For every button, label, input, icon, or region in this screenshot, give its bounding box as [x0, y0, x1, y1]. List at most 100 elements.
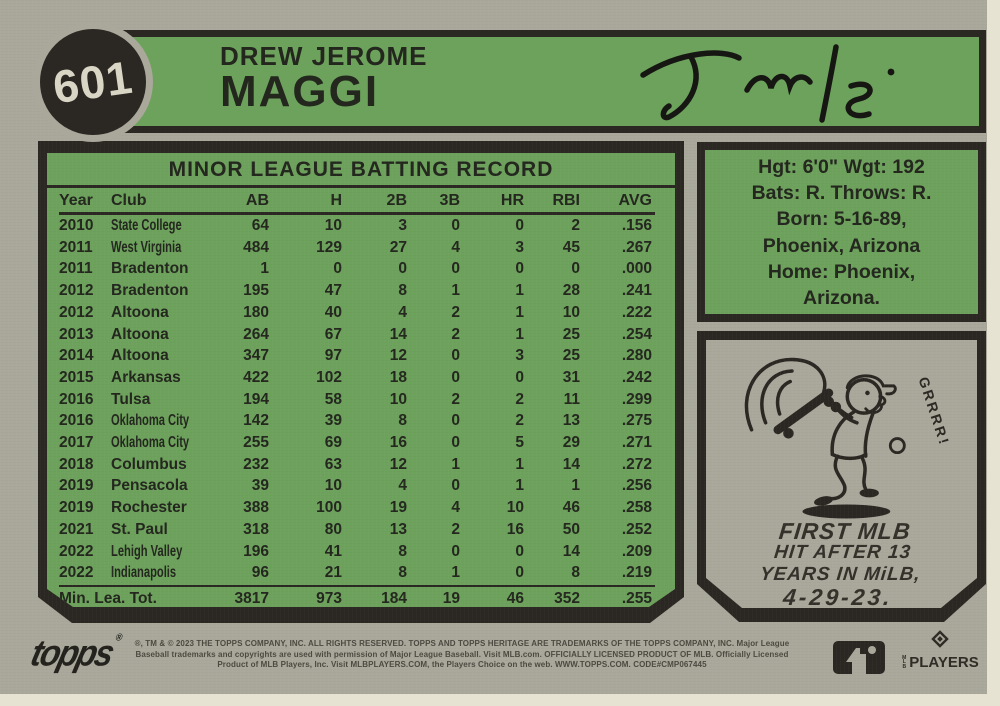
table-cell: 64: [251, 217, 269, 234]
table-row: 2019 Pensacola 39 10 4 0 1 1 .256: [59, 475, 655, 497]
bio-line-birthplace: Phoenix, Arizona: [762, 234, 921, 257]
table-cell: .252: [621, 520, 652, 538]
table-cell: 100: [316, 499, 342, 517]
table-cell: AVG: [618, 192, 652, 209]
table-row: 2017 Oklahoma City 255 69 16 0 5 29 .271: [59, 432, 655, 454]
signature-dot: [887, 68, 895, 76]
table-cell: 2015: [59, 368, 94, 386]
topps-logo-text: topps: [26, 631, 118, 674]
table-row: 2015 Arkansas 422 102 18 0 0 31 .242: [59, 367, 655, 389]
table-cell: .271: [621, 434, 652, 452]
table-cell: 2012: [59, 282, 94, 300]
table-cell: 0: [515, 542, 524, 560]
table-cell: Altoona: [111, 325, 169, 343]
player-last-name: MAGGI: [220, 67, 380, 116]
table-cell: 39: [324, 412, 342, 430]
table-cell: .242: [621, 368, 652, 386]
caption-line: HIT AFTER 13: [773, 542, 913, 563]
table-cell: Lehigh Valley: [111, 542, 183, 560]
table-cell: 232: [243, 455, 269, 473]
table-cell: 8: [398, 282, 407, 300]
table-cell: AB: [245, 192, 269, 209]
table-cell: HR: [500, 192, 524, 209]
table-cell: .272: [621, 455, 652, 473]
table-cell: .255: [621, 589, 652, 607]
table-cell: 8: [398, 542, 407, 560]
table-cell: 69: [324, 434, 342, 452]
table-cell: Pensacola: [111, 477, 188, 495]
table-cell: 46: [562, 499, 580, 517]
batter-cartoon: GRRRR!: [717, 342, 967, 522]
table-cell: 4: [451, 499, 460, 517]
table-cell: 3: [515, 238, 524, 256]
table-cell: 255: [243, 434, 269, 452]
mlbpa-diamond-icon: [931, 630, 949, 648]
table-cell: Indianapolis: [111, 564, 177, 582]
table-cell: Altoona: [111, 347, 169, 365]
bio-line-born: Born: 5-16-89,: [776, 208, 907, 231]
table-cell: 67: [324, 325, 342, 343]
table-cell: 13: [562, 412, 580, 430]
caption-line: FIRST MLB: [777, 518, 913, 544]
table-cell: 18: [389, 368, 407, 386]
table-cell: 0: [571, 260, 580, 278]
table-cell: 2021: [59, 520, 94, 538]
table-cell: 4: [451, 238, 460, 256]
table-cell: 102: [316, 368, 342, 386]
table-header-row: Year Club AB H 2B 3B HR RBI AVG: [59, 189, 655, 215]
table-cell: 2012: [59, 303, 94, 321]
table-cell: .000: [621, 260, 652, 278]
caption-line: YEARS IN MiLB,: [758, 564, 922, 585]
table-cell: .275: [621, 412, 652, 430]
table-cell: 0: [451, 412, 460, 430]
batting-record-table: Year Club AB H 2B 3B HR RBI AVG 2010 State Colleg…: [47, 188, 675, 611]
table-cell: 1: [451, 455, 460, 473]
mlbpa-players-text: PLAYERS: [909, 654, 979, 671]
table-cell: 1: [515, 303, 524, 321]
table-cell: 2016: [59, 390, 94, 408]
table-cell: 0: [515, 260, 524, 278]
table-cell: 0: [333, 260, 342, 278]
player-name: DREW JEROME MAGGI: [220, 41, 427, 115]
table-cell: 2011: [59, 238, 93, 256]
table-cell: 19: [389, 499, 407, 517]
table-cell: Year: [59, 192, 93, 209]
table-cell: .280: [621, 347, 652, 365]
table-cell: West Virginia: [111, 238, 182, 256]
table-cell: 2: [515, 390, 524, 408]
table-cell: 96: [251, 564, 269, 582]
table-cell: 2: [451, 390, 460, 408]
table-cell: 21: [324, 564, 342, 582]
table-cell: 13: [389, 520, 407, 538]
table-cell: 14: [389, 325, 407, 343]
table-cell: 2011: [59, 260, 93, 278]
card-number: 601: [49, 50, 137, 114]
table-cell: 0: [451, 434, 460, 452]
table-row: 2011 West Virginia 484 129 27 4 3 45 .267: [59, 237, 655, 259]
table-cell: Arkansas: [111, 368, 181, 386]
table-cell: .156: [621, 217, 652, 234]
table-cell: 2017: [59, 434, 94, 452]
table-cell: 142: [243, 412, 269, 430]
table-row: 2014 Altoona 347 97 12 0 3 25 .280: [59, 345, 655, 367]
table-cell: 264: [243, 325, 269, 343]
title-divider: [47, 185, 675, 188]
table-cell: 0: [451, 217, 460, 234]
table-cell: 16: [389, 434, 407, 452]
table-cell: 0: [451, 347, 460, 365]
table-cell: 29: [562, 434, 580, 452]
table-cell: 1: [451, 564, 460, 582]
mlb-logo-icon: [833, 641, 885, 674]
table-cell: 10: [324, 217, 342, 234]
table-cell: 10: [389, 390, 407, 408]
table-cell: .258: [621, 499, 652, 517]
table-cell: 2: [515, 412, 524, 430]
table-cell: 973: [316, 589, 342, 607]
table-cell: 347: [243, 347, 269, 365]
table-cell: .209: [621, 542, 652, 560]
table-cell: 194: [243, 390, 269, 408]
batting-record-inner: MINOR LEAGUE BATTING RECORD Year Club AB H 2…: [47, 153, 675, 607]
table-cell: Tulsa: [111, 390, 151, 408]
player-first-name: DREW JEROME: [220, 41, 428, 71]
table-cell: 3: [398, 217, 407, 234]
